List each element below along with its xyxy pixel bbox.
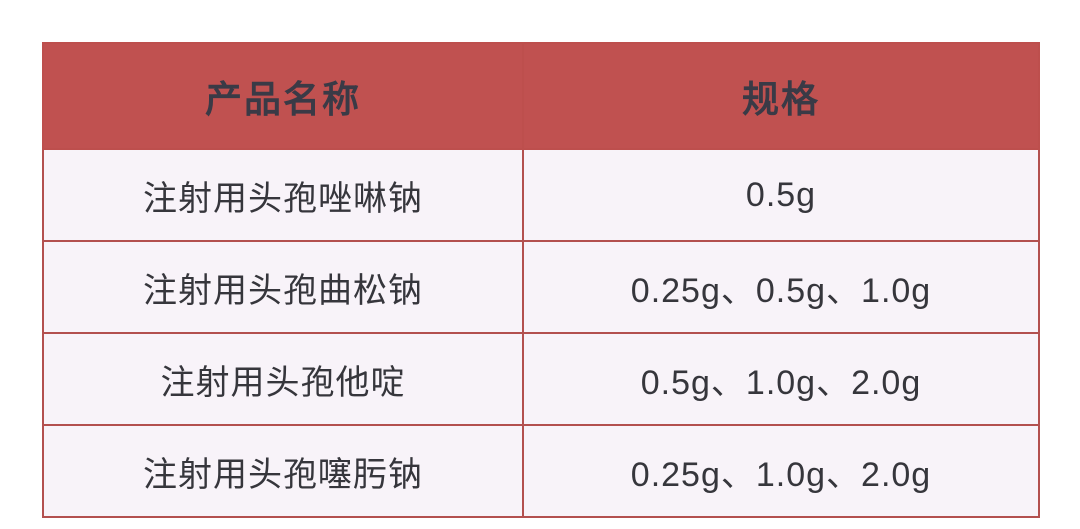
column-header-product-name: 产品名称: [42, 42, 524, 150]
spec-cell: 0.5g、1.0g、2.0g: [522, 332, 1040, 426]
spec-cell: 0.25g、1.0g、2.0g: [522, 424, 1040, 518]
spec-cell: 0.5g: [522, 148, 1040, 242]
column-header-spec: 规格: [522, 42, 1040, 150]
product-name-cell: 注射用头孢他啶: [42, 332, 524, 426]
product-name-cell: 注射用头孢曲松钠: [42, 240, 524, 334]
table-row: 注射用头孢噻肟钠 0.25g、1.0g、2.0g: [42, 424, 1040, 518]
product-name-cell: 注射用头孢噻肟钠: [42, 424, 524, 518]
header-row: 产品名称 规格: [42, 42, 1040, 150]
table-row: 注射用头孢他啶 0.5g、1.0g、2.0g: [42, 332, 1040, 426]
product-name-cell: 注射用头孢唑啉钠: [42, 148, 524, 242]
table-row: 注射用头孢唑啉钠 0.5g: [42, 148, 1040, 242]
product-spec-table: 产品名称 规格 注射用头孢唑啉钠 0.5g 注射用头孢曲松钠 0.25g、0.5…: [42, 42, 1040, 518]
table-row: 注射用头孢曲松钠 0.25g、0.5g、1.0g: [42, 240, 1040, 334]
spec-cell: 0.25g、0.5g、1.0g: [522, 240, 1040, 334]
